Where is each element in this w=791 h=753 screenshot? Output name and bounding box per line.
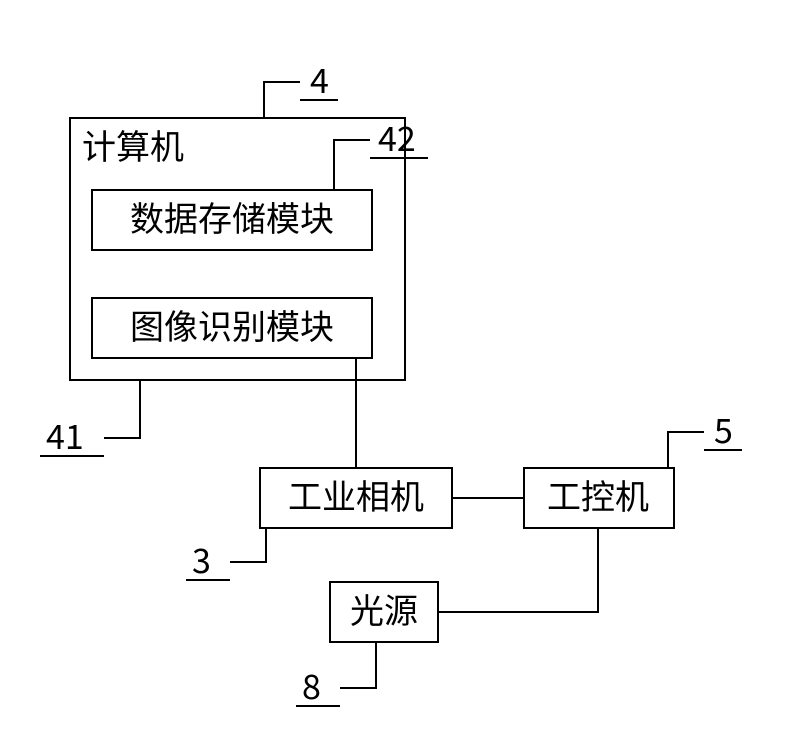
label-light: 光源 — [350, 584, 418, 633]
callout-number-8: 8 — [302, 660, 321, 709]
callout-leader-3 — [230, 528, 266, 562]
edge-ipc-light — [438, 528, 598, 612]
callout-number-41: 41 — [46, 410, 84, 459]
callout-leader-5 — [668, 432, 704, 468]
callout-number-3: 3 — [192, 534, 211, 583]
callout-number-5: 5 — [714, 404, 733, 453]
label-camera: 工业相机 — [288, 470, 424, 519]
callout-leader-41 — [104, 380, 140, 438]
callout-number-42: 42 — [378, 112, 416, 161]
callout-leader-4 — [264, 82, 300, 118]
label-ipc: 工控机 — [547, 470, 649, 519]
block-diagram: 计算机数据存储模块图像识别模块工业相机 工控机光源 4 42 41 3 5 8 — [0, 0, 791, 753]
label-computer: 计算机 — [82, 120, 184, 169]
callout-leader-8 — [340, 642, 376, 688]
label-storage: 数据存储模块 — [130, 192, 334, 241]
label-recognition: 图像识别模块 — [130, 300, 334, 349]
callout-number-4: 4 — [310, 54, 329, 103]
